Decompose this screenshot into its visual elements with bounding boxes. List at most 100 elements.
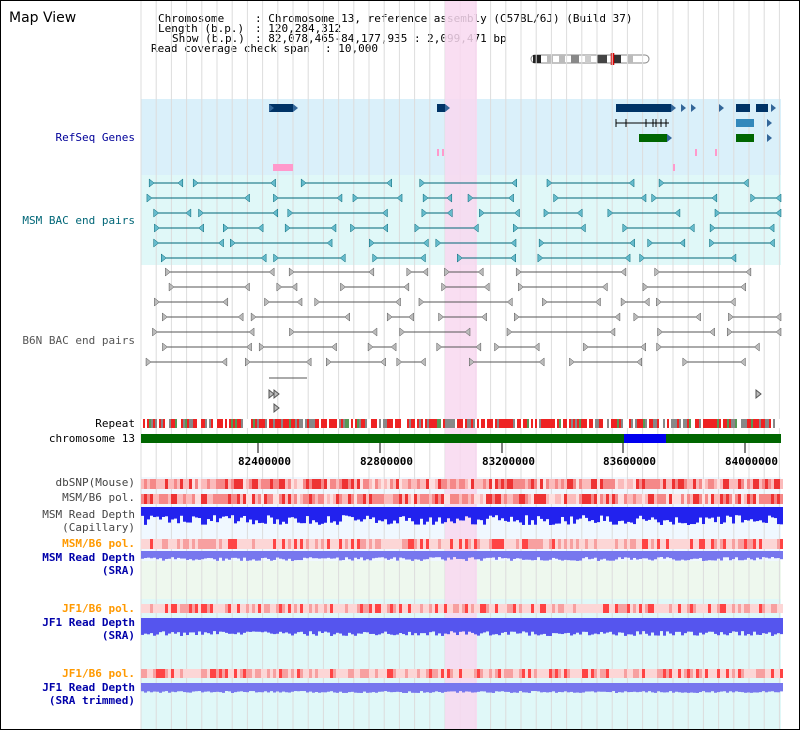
- repeat-segment: [471, 419, 473, 428]
- jf1-b6-pol2-cell: [726, 669, 729, 678]
- msm-capillary-depth-bar: [777, 507, 780, 525]
- msm-capillary-depth-bar: [522, 507, 525, 525]
- jf1-b6-pol-cell: [456, 604, 459, 613]
- msm-b6-pol2-cell: [330, 539, 333, 549]
- msm-b6-pol-cell: [753, 494, 756, 504]
- track-label-msm-depth-sra[interactable]: MSM Read Depth: [42, 551, 135, 564]
- chromosome-ideogram[interactable]: [529, 53, 653, 65]
- jf1-trimmed-depth-bar: [234, 683, 237, 693]
- repeat-segment: [483, 419, 485, 428]
- track-label-chromosome[interactable]: chromosome 13: [48, 432, 135, 445]
- b6n-bac-end: [753, 342, 760, 352]
- msm-b6-pol2-cell: [669, 539, 672, 549]
- jf1-sra-depth-bar: [489, 618, 492, 636]
- msm-sra-depth-bar: [657, 551, 660, 558]
- b6n-bac-end: [248, 327, 255, 337]
- msm-bac-end: [223, 223, 229, 233]
- jf1-b6-pol2-cell: [585, 669, 588, 678]
- jf1-b6-pol2-cell: [147, 669, 150, 678]
- repeat-segment: [315, 419, 317, 428]
- msm-sra-depth-bar: [738, 551, 741, 561]
- jf1-b6-pol-cell: [303, 604, 306, 613]
- msm-capillary-depth-bar: [240, 507, 243, 518]
- jf1-b6-pol2-cell: [528, 669, 531, 678]
- msm-b6-pol-cell: [489, 494, 492, 504]
- msm-b6-pol2-cell: [582, 539, 585, 549]
- jf1-sra-depth-bar: [363, 618, 366, 633]
- jf1-sra-depth-bar: [312, 618, 315, 635]
- jf1-b6-pol-cell: [657, 604, 660, 613]
- msm-sra-depth-bar: [675, 551, 678, 561]
- jf1-b6-pol2-cell: [630, 669, 633, 678]
- jf1-b6-pol2-cell: [705, 669, 708, 678]
- b6n-bac-end: [367, 342, 374, 352]
- msm-sra-depth-bar: [378, 551, 381, 558]
- jf1-trimmed-depth-bar: [708, 683, 711, 693]
- jf1-sra-depth-bar: [576, 618, 579, 633]
- repeat-segment: [777, 419, 779, 428]
- jf1-b6-pol-cell: [387, 604, 390, 613]
- repeat-segment: [571, 419, 573, 428]
- jf1-trimmed-depth-bar: [408, 683, 411, 692]
- jf1-b6-pol-cell: [195, 604, 198, 613]
- jf1-trimmed-depth-bar: [282, 683, 285, 692]
- msm-capillary-depth-bar: [456, 507, 459, 519]
- track-label-b6n-bac[interactable]: B6N BAC end pairs: [22, 334, 135, 347]
- jf1-b6-pol2-cell: [561, 669, 564, 678]
- jf1-sra-depth-bar: [360, 618, 363, 634]
- repeat-segment: [713, 419, 715, 428]
- dbsnp-cell: [147, 479, 150, 489]
- repeat-segment: [757, 419, 759, 428]
- track-label-jf1-b6-pol-1[interactable]: JF1/B6 pol.: [62, 602, 135, 615]
- jf1-trimmed-depth-bar: [246, 683, 249, 693]
- jf1-trimmed-depth-bar: [474, 683, 477, 693]
- jf1-b6-pol-cell: [564, 604, 567, 613]
- msm-capillary-depth-bar: [288, 507, 291, 518]
- msm-capillary-depth-bar: [480, 507, 483, 521]
- repeat-segment: [709, 419, 711, 428]
- b6n-bac-end: [371, 327, 378, 337]
- jf1-b6-pol2-cell: [261, 669, 264, 678]
- track-label-dbsnp[interactable]: dbSNP(Mouse): [55, 476, 135, 489]
- msm-capillary-depth-bar: [270, 507, 273, 518]
- repeat-segment: [575, 419, 577, 428]
- jf1-trimmed-depth-bar: [591, 683, 594, 692]
- b6n-bac-end: [408, 312, 414, 322]
- track-label-msm-b6-pol-1[interactable]: MSM/B6 pol.: [62, 491, 135, 504]
- jf1-b6-pol2-cell: [438, 669, 441, 678]
- msm-capillary-depth-bar: [654, 507, 657, 520]
- msm-sra-depth-bar: [141, 551, 144, 559]
- repeat-segment: [421, 419, 423, 428]
- msm-b6-pol-cell: [510, 494, 513, 504]
- msm-sra-depth-bar: [513, 551, 516, 559]
- page-title: Map View: [9, 10, 77, 26]
- dbsnp-cell: [714, 479, 717, 489]
- track-label-refseq[interactable]: RefSeq Genes: [55, 131, 135, 144]
- repeat-segment: [719, 419, 721, 428]
- msm-b6-pol-cell: [216, 494, 219, 504]
- msm-b6-pol2-cell: [477, 539, 480, 549]
- msm-capillary-depth-bar: [246, 507, 249, 523]
- track-label-jf1-depth-sra[interactable]: JF1 Read Depth: [42, 616, 135, 629]
- repeat-segment: [241, 419, 243, 428]
- track-label-msm-bac[interactable]: MSM BAC end pairs: [22, 214, 135, 227]
- repeat-segment: [617, 419, 619, 428]
- track-label-msm-depth-capillary[interactable]: MSM Read Depth: [42, 508, 135, 521]
- msm-b6-pol-cell: [339, 494, 342, 504]
- repeat-segment: [723, 419, 725, 428]
- msm-capillary-depth-bar: [609, 507, 612, 522]
- jf1-sra-depth-bar: [678, 618, 681, 632]
- msm-b6-pol2-cell: [678, 539, 681, 549]
- track-label-msm-b6-pol-2[interactable]: MSM/B6 pol.: [62, 537, 135, 550]
- msm-capillary-depth-bar: [495, 507, 498, 516]
- repeat-segment: [639, 419, 641, 428]
- repeat-segment: [323, 419, 325, 428]
- jf1-b6-pol2-cell: [141, 669, 144, 678]
- jf1-sra-depth-bar: [768, 618, 771, 633]
- track-label-jf1-b6-pol-2[interactable]: JF1/B6 pol.: [62, 667, 135, 680]
- msm-sra-depth-bar: [408, 551, 411, 560]
- track-label-jf1-depth-trimmed[interactable]: JF1 Read Depth: [42, 681, 135, 694]
- msm-b6-pol-cell: [624, 494, 627, 504]
- track-label-repeat[interactable]: Repeat: [95, 417, 135, 430]
- jf1-b6-pol-cell: [162, 604, 165, 613]
